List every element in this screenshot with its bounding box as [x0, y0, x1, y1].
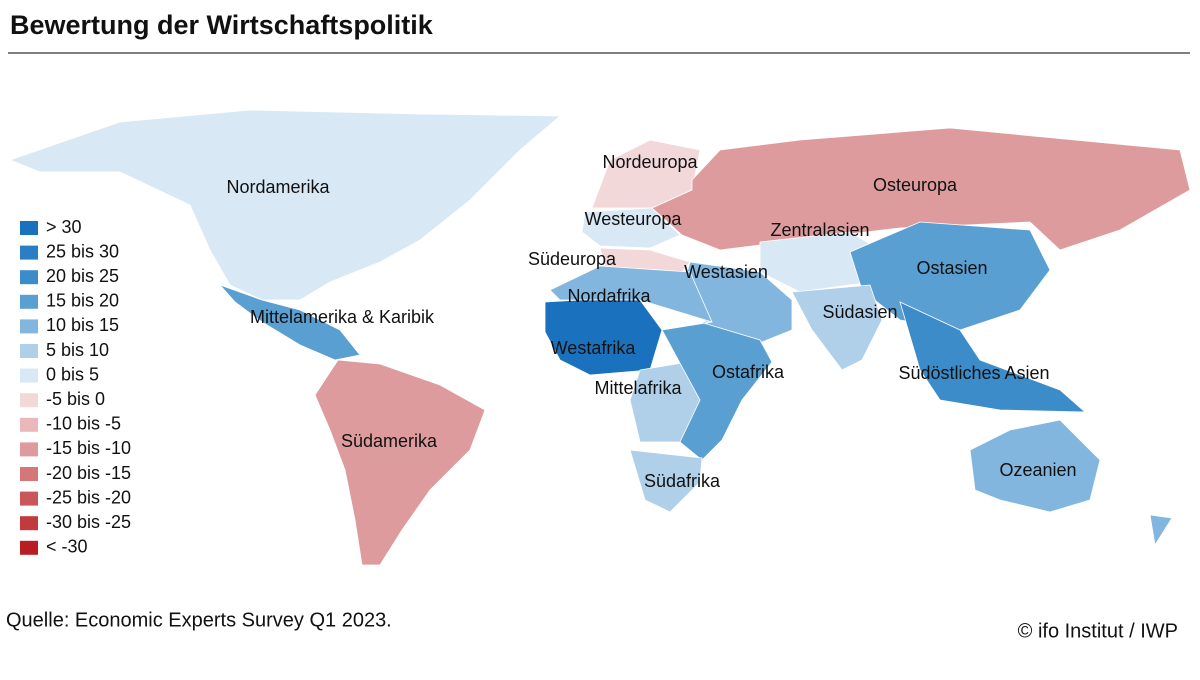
region-label: Ostasien [916, 258, 987, 278]
legend-label: < -30 [46, 537, 88, 557]
legend-swatch [20, 270, 38, 285]
legend-label: 25 bis 30 [46, 241, 119, 261]
region-label: Nordeuropa [602, 152, 698, 172]
map [8, 109, 1191, 566]
region [791, 284, 883, 371]
legend-swatch [20, 540, 38, 555]
legend-swatch [20, 516, 38, 531]
region-label: Südafrika [644, 471, 721, 491]
region-label: Westafrika [551, 338, 637, 358]
region-labels: Nordamerika Mittelamerika & Karibik Süda… [226, 152, 1076, 491]
source: Quelle: Economic Experts Survey Q1 2023. [6, 609, 392, 631]
region-label: Ozeanien [999, 460, 1076, 480]
legend-swatch [20, 368, 38, 383]
legend-swatch [20, 294, 38, 309]
region [899, 301, 1087, 413]
legend-label: 0 bis 5 [46, 364, 99, 384]
region-label: Südasien [822, 302, 897, 322]
region-label: Nordafrika [567, 286, 651, 306]
legend-swatch [20, 245, 38, 260]
region [219, 284, 361, 361]
legend-label: -15 bis -10 [46, 438, 131, 458]
legend-swatch [20, 344, 38, 358]
region-label: Nordamerika [226, 177, 330, 197]
region-label: Osteuropa [873, 175, 958, 195]
legend-label: -5 bis 0 [46, 389, 105, 409]
legend-label: 15 bis 20 [46, 291, 119, 311]
region-label: Mittelamerika & Karibik [250, 307, 435, 327]
legend-swatch [20, 221, 38, 235]
legend-label: -25 bis -20 [46, 487, 131, 507]
legend-label: > 30 [46, 217, 82, 237]
region-label: Zentralasien [770, 220, 869, 240]
legend-swatch [20, 319, 38, 334]
region [651, 127, 1191, 251]
region-label: Südamerika [341, 431, 438, 451]
region [8, 109, 562, 301]
legend-label: 5 bis 10 [46, 340, 109, 360]
region-label: Südeuropa [528, 249, 617, 269]
legend-label: -20 bis -15 [46, 463, 131, 483]
region-label: Westeuropa [585, 209, 683, 229]
legend-label: -10 bis -5 [46, 414, 121, 434]
title: Bewertung der Wirtschaftspolitik [10, 10, 434, 40]
region-label: Ostafrika [712, 362, 785, 382]
legend-swatch [20, 417, 38, 432]
region-label: Südöstliches Asien [898, 363, 1049, 383]
region [629, 449, 703, 513]
legend-label: 20 bis 25 [46, 266, 119, 286]
legend-swatch [20, 393, 38, 408]
region [969, 419, 1173, 547]
legend-label: 10 bis 15 [46, 315, 119, 335]
legend: > 30 25 bis 30 20 bis 25 15 bis 20 10 bis 15… [20, 217, 131, 557]
legend-swatch [20, 491, 38, 506]
region-label: Mittelafrika [594, 378, 682, 398]
legend-swatch [20, 442, 38, 457]
legend-swatch [20, 467, 38, 481]
legend-label: -30 bis -25 [46, 512, 131, 532]
credit: © ifo Institut / IWP [1018, 620, 1178, 642]
region [314, 359, 486, 566]
region-label: Westasien [684, 262, 768, 282]
